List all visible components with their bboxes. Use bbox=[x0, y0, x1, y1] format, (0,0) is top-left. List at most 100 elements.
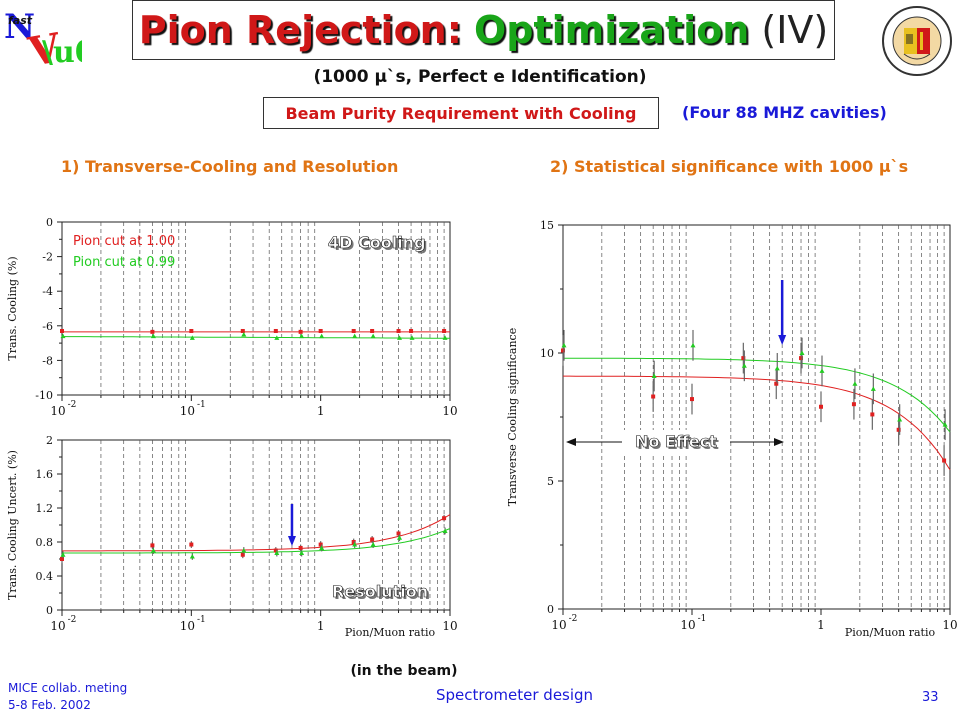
data-point-red bbox=[442, 516, 447, 521]
data-point-green bbox=[397, 335, 403, 340]
data-point-green bbox=[352, 333, 358, 339]
x-tick-label: 10 bbox=[942, 618, 957, 632]
cavities-note: (Four 88 MHZ cavities) bbox=[682, 103, 887, 122]
data-point-red bbox=[370, 537, 375, 542]
x-tick-label: 10 bbox=[551, 618, 566, 632]
fit-curve bbox=[563, 357, 951, 433]
data-point-green bbox=[942, 422, 948, 427]
y-tick-label: 0 bbox=[547, 603, 554, 616]
data-point-red bbox=[396, 531, 401, 536]
data-point-red bbox=[896, 427, 901, 432]
data-point-red bbox=[819, 404, 823, 409]
data-point-red bbox=[189, 542, 194, 547]
data-point-red bbox=[774, 381, 779, 386]
data-point-red bbox=[298, 329, 303, 334]
data-point-green bbox=[241, 548, 247, 553]
double-arrow-right-head bbox=[774, 438, 784, 446]
annotation-resolution-shadow: Resolution bbox=[334, 584, 430, 603]
x-tick-label: 10 bbox=[442, 619, 457, 633]
data-point-green bbox=[370, 333, 376, 339]
data-point-red bbox=[318, 328, 323, 333]
y-axis-label: Trans. Cooling (%) bbox=[6, 256, 19, 360]
data-point-red bbox=[396, 328, 401, 333]
data-point-green bbox=[150, 548, 156, 553]
x-tick-label: 1 bbox=[317, 619, 325, 633]
y-axis-label: Transverse Cooling significance bbox=[506, 328, 519, 506]
data-point-green bbox=[690, 342, 696, 348]
x-tick-label: 10 bbox=[180, 404, 195, 418]
annotation-4d-cooling: 4D Cooling bbox=[328, 233, 426, 252]
data-point-red bbox=[942, 458, 947, 463]
fit-curve bbox=[62, 528, 451, 554]
data-point-green bbox=[150, 333, 156, 339]
data-point-green bbox=[274, 550, 280, 556]
data-point-red bbox=[351, 540, 356, 544]
data-point-green bbox=[799, 350, 805, 355]
svg-text:N: N bbox=[4, 7, 35, 47]
data-point-green bbox=[352, 542, 358, 547]
data-point-green bbox=[299, 550, 305, 556]
y-tick-label: 2 bbox=[46, 434, 53, 447]
x-tick-label: 10 bbox=[50, 404, 65, 418]
annotation-4d-cooling-shadow: 4D Cooling bbox=[330, 235, 428, 254]
data-point-red bbox=[240, 328, 245, 333]
data-point-red bbox=[60, 328, 64, 333]
annotation-in-the-beam: (in the beam) bbox=[350, 663, 457, 679]
y-tick-label: -2 bbox=[42, 251, 53, 264]
beam-purity-box: Beam Purity Requirement with Cooling bbox=[263, 97, 659, 129]
x-tick-label: 10 bbox=[442, 404, 457, 418]
data-point-red bbox=[442, 328, 447, 333]
data-point-green bbox=[819, 368, 825, 373]
data-point-red bbox=[273, 328, 278, 333]
data-point-green bbox=[442, 335, 448, 340]
legend-label-green: Pion cut at 0.99 bbox=[73, 255, 175, 270]
annotation-resolution: Resolution bbox=[332, 582, 428, 601]
x-tick-label: 10 bbox=[680, 618, 695, 632]
data-point-green bbox=[774, 365, 780, 371]
data-point-red bbox=[651, 394, 656, 399]
data-point-red bbox=[370, 328, 375, 333]
section-title-1: 1) Transverse-Cooling and Resolution bbox=[61, 157, 399, 176]
annotation-no-effect-shadow: No Effect bbox=[637, 434, 719, 453]
data-point-red bbox=[741, 356, 746, 361]
data-point-green bbox=[651, 373, 657, 379]
y-tick-label: 1.6 bbox=[36, 468, 54, 481]
annotation-no-effect: No Effect bbox=[635, 432, 717, 451]
data-point-red bbox=[240, 552, 245, 557]
data-point-green bbox=[870, 386, 876, 391]
legend-label-red: Pion cut at 1.00 bbox=[73, 234, 175, 249]
y-tick-label: 0 bbox=[46, 216, 53, 229]
data-point-green bbox=[60, 333, 66, 339]
data-point-green bbox=[189, 553, 195, 559]
data-point-green bbox=[897, 417, 903, 422]
data-point-red bbox=[870, 412, 875, 417]
footer-meeting: MICE collab. meting 5-8 Feb. 2002 bbox=[8, 680, 127, 714]
slide-subtitle: (1000 μ`s, Perfect e Identification) bbox=[313, 67, 647, 87]
svg-text:\u03bc: \u03bc bbox=[42, 35, 82, 70]
y-tick-label: 0 bbox=[46, 604, 53, 617]
x-tick-label-exp: -2 bbox=[68, 400, 77, 410]
slide-title: Pion Rejection: Optimization (IV) bbox=[132, 0, 835, 60]
title-part-2: Optimization bbox=[473, 8, 750, 52]
data-point-green bbox=[189, 335, 195, 340]
fit-curve bbox=[61, 336, 451, 339]
y-tick-label: 5 bbox=[547, 475, 554, 488]
data-point-green bbox=[852, 381, 858, 386]
data-point-green bbox=[397, 535, 403, 540]
arrow-down-head bbox=[778, 335, 787, 345]
data-point-green bbox=[241, 331, 247, 337]
x-tick-label-exp: -2 bbox=[68, 615, 77, 625]
x-tick-label-exp: -1 bbox=[197, 400, 206, 410]
data-point-green bbox=[274, 335, 280, 340]
data-point-red bbox=[318, 542, 323, 547]
no-effect-bg bbox=[622, 430, 730, 454]
fit-curve bbox=[62, 514, 451, 552]
data-point-green bbox=[409, 335, 415, 340]
x-axis-label: Pion/Muon ratio bbox=[845, 626, 936, 639]
page-number: 33 bbox=[922, 690, 939, 705]
x-tick-label: 10 bbox=[50, 619, 65, 633]
